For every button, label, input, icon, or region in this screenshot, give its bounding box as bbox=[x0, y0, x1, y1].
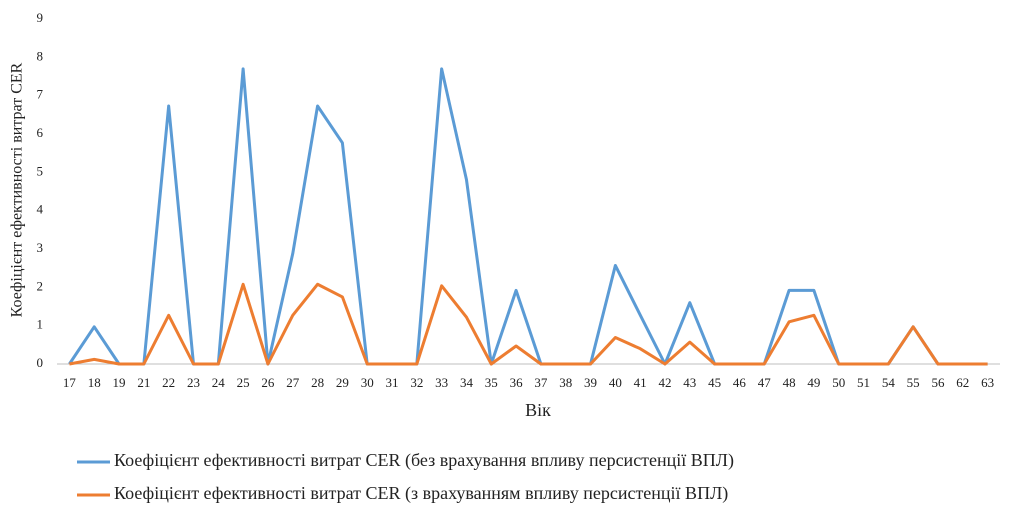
x-tick-label: 30 bbox=[361, 375, 374, 390]
x-tick-label: 40 bbox=[609, 375, 622, 390]
x-tick-label: 37 bbox=[534, 375, 548, 390]
x-tick-label: 24 bbox=[212, 375, 226, 390]
y-axis-title: Коефіцієнт ефективності витрат CER bbox=[9, 62, 26, 317]
x-tick-label: 55 bbox=[907, 375, 920, 390]
y-tick-label: 3 bbox=[37, 240, 44, 255]
series-line bbox=[69, 282, 988, 366]
x-tick-label: 47 bbox=[758, 375, 772, 390]
x-tick-label: 35 bbox=[485, 375, 498, 390]
x-tick-label: 32 bbox=[410, 375, 423, 390]
x-tick-label: 51 bbox=[857, 375, 870, 390]
series-line bbox=[68, 67, 988, 366]
y-tick-label: 0 bbox=[37, 355, 44, 370]
y-tick-label: 2 bbox=[37, 278, 44, 293]
x-tick-label: 27 bbox=[286, 375, 300, 390]
x-tick-label: 54 bbox=[882, 375, 896, 390]
x-tick-label: 48 bbox=[783, 375, 796, 390]
y-tick-label: 8 bbox=[37, 48, 44, 63]
x-tick-label: 21 bbox=[137, 375, 150, 390]
y-tick-label: 4 bbox=[37, 202, 44, 217]
x-tick-label: 38 bbox=[559, 375, 572, 390]
x-tick-label: 43 bbox=[683, 375, 696, 390]
legend-label: Коефіцієнт ефективності витрат CER (з вр… bbox=[114, 483, 728, 504]
x-tick-label: 31 bbox=[386, 375, 399, 390]
y-tick-label: 9 bbox=[37, 10, 44, 25]
x-tick-label: 63 bbox=[981, 375, 994, 390]
y-tick-label: 1 bbox=[37, 317, 44, 332]
x-tick-label: 33 bbox=[435, 375, 448, 390]
x-tick-label: 23 bbox=[187, 375, 200, 390]
legend-label: Коефіцієнт ефективності витрат CER (без … bbox=[114, 450, 734, 471]
y-tick-label: 6 bbox=[37, 125, 44, 140]
x-tick-label: 45 bbox=[708, 375, 721, 390]
x-tick-label: 56 bbox=[931, 375, 945, 390]
x-tick-label: 50 bbox=[832, 375, 845, 390]
y-tick-label: 7 bbox=[37, 87, 44, 102]
x-tick-label: 29 bbox=[336, 375, 349, 390]
x-tick-label: 17 bbox=[63, 375, 77, 390]
x-tick-label: 39 bbox=[584, 375, 597, 390]
x-tick-label: 22 bbox=[162, 375, 175, 390]
x-tick-label: 18 bbox=[88, 375, 101, 390]
x-axis-title: Вік bbox=[525, 400, 551, 420]
x-tick-label: 41 bbox=[634, 375, 647, 390]
x-tick-label: 46 bbox=[733, 375, 747, 390]
x-tick-label: 34 bbox=[460, 375, 474, 390]
x-tick-label: 19 bbox=[113, 375, 126, 390]
x-tick-label: 28 bbox=[311, 375, 324, 390]
x-tick-label: 25 bbox=[237, 375, 250, 390]
x-tick-label: 42 bbox=[658, 375, 671, 390]
x-tick-label: 49 bbox=[807, 375, 820, 390]
x-tick-label: 62 bbox=[956, 375, 969, 390]
x-tick-label: 36 bbox=[510, 375, 524, 390]
y-tick-label: 5 bbox=[37, 163, 44, 178]
x-tick-label: 26 bbox=[261, 375, 275, 390]
